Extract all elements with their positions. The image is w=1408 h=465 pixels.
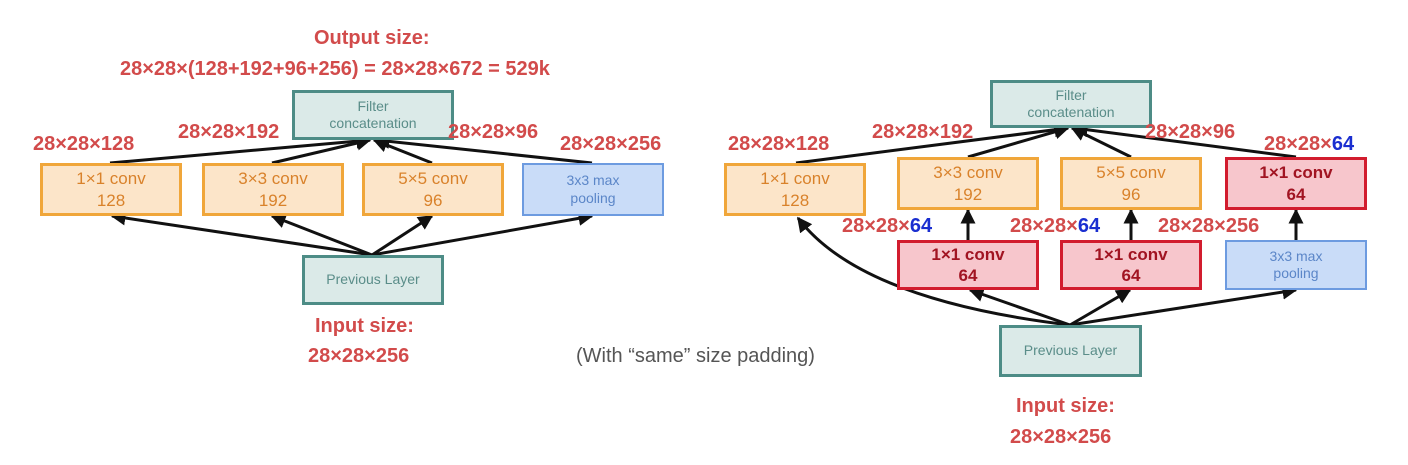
label-prefix: 28×28× [1010, 215, 1078, 237]
conv-1x1-128-box: 1×1 conv 128 [40, 163, 182, 216]
box-filters: 96 [423, 190, 443, 210]
arrow [1069, 288, 1132, 327]
box-op: 1×1 conv [1094, 244, 1168, 264]
branch-output-label: 28×28×192 [872, 121, 974, 143]
input-size-title: Input size: [315, 315, 414, 337]
conv-1x1-64-reduce-box: 1×1 conv 64 [1060, 240, 1202, 290]
conv-5x5-96-box: 5×5 conv 96 [1060, 157, 1202, 210]
label-prefix: 28×28× [1264, 133, 1332, 155]
conv-1x1-64-pool-proj-box: 1×1 conv 64 [1225, 157, 1367, 210]
arrow [968, 287, 1071, 327]
box-filters: 192 [258, 190, 288, 210]
box-op: 1×1 conv [760, 169, 830, 189]
pool-output-label: 28×28×256 [1158, 215, 1260, 237]
box-op: 3x3 max [566, 172, 620, 188]
reduce-output-label: 28×28×64 [842, 215, 932, 238]
arrow [374, 133, 593, 165]
conv-3x3-192-box: 3×3 conv 192 [897, 157, 1039, 210]
input-size-title: Input size: [1016, 395, 1115, 417]
filter-concat-line1: Filter [357, 97, 389, 114]
branch-output-label: 28×28×256 [560, 133, 662, 155]
input-size-value: 28×28×256 [1010, 426, 1112, 448]
box-op: 3×3 conv [238, 169, 308, 189]
label-highlight: 64 [909, 215, 933, 237]
box-op: 5×5 conv [1096, 163, 1166, 183]
arrow [109, 133, 372, 165]
arrow [795, 122, 1070, 165]
previous-layer-box: Previous Layer [302, 255, 444, 305]
arrow [371, 214, 434, 257]
conv-3x3-192-box: 3×3 conv 192 [202, 163, 344, 216]
conv-5x5-96-box: 5×5 conv 96 [362, 163, 504, 216]
box-op: 1×1 conv [1259, 163, 1333, 183]
branch-output-label: 28×28×192 [178, 121, 280, 143]
label-prefix: 28×28× [842, 215, 910, 237]
arrow [1069, 284, 1298, 327]
branch-output-label: 28×28×128 [728, 133, 830, 155]
box-filters: 64 [958, 266, 978, 285]
box-filters: 192 [953, 184, 983, 204]
previous-layer-box: Previous Layer [999, 325, 1142, 377]
arrow [270, 213, 373, 257]
box-op: 3x3 max [1269, 247, 1323, 264]
arrow [967, 124, 1070, 159]
output-size-title: Output size: [314, 27, 430, 49]
box-op: 1×1 conv [76, 169, 146, 189]
branch-output-label: 28×28×96 [448, 121, 539, 143]
filter-concatenation-box: Filter concatenation [990, 80, 1152, 128]
conv-1x1-128-box: 1×1 conv 128 [724, 163, 866, 216]
filter-concat-line1: Filter [1055, 86, 1087, 103]
arrow [271, 135, 372, 165]
branch-output-label: 28×28×96 [1145, 121, 1236, 143]
box-filters: 128 [96, 190, 126, 210]
padding-note: (With “same” size padding) [576, 345, 815, 367]
box-op: 5×5 conv [398, 169, 468, 189]
box-op: 3×3 conv [933, 163, 1003, 183]
box-filters: 128 [780, 190, 810, 210]
reduce-output-label: 28×28×64 [1010, 215, 1100, 238]
box-filters: 64 [1121, 266, 1141, 285]
box-filters: pooling [1273, 265, 1319, 281]
filter-concat-line2: concatenation [329, 115, 417, 131]
conv-1x1-64-reduce-box: 1×1 conv 64 [897, 240, 1039, 290]
arrow [1072, 122, 1297, 159]
arrow [371, 210, 594, 257]
label-highlight: 64 [1331, 133, 1355, 155]
label-highlight: 64 [1077, 215, 1101, 237]
output-size-formula: 28×28×(128+192+96+256) = 28×28×672 = 529… [120, 58, 550, 80]
branch-output-label: 28×28×64 [1264, 133, 1354, 156]
box-filters: 96 [1121, 184, 1141, 204]
filter-concatenation-box: Filter concatenation [292, 90, 454, 140]
input-size-value: 28×28×256 [308, 345, 410, 367]
box-filters: pooling [570, 189, 616, 206]
max-pool-box: 3x3 max pooling [522, 163, 664, 216]
branch-output-label: 28×28×128 [33, 133, 135, 155]
filter-concat-line2: concatenation [1027, 104, 1115, 120]
arrow [110, 210, 373, 257]
box-filters: 64 [1286, 184, 1306, 204]
max-pool-box: 3x3 max pooling [1225, 240, 1367, 290]
box-op: 1×1 conv [931, 244, 1005, 264]
